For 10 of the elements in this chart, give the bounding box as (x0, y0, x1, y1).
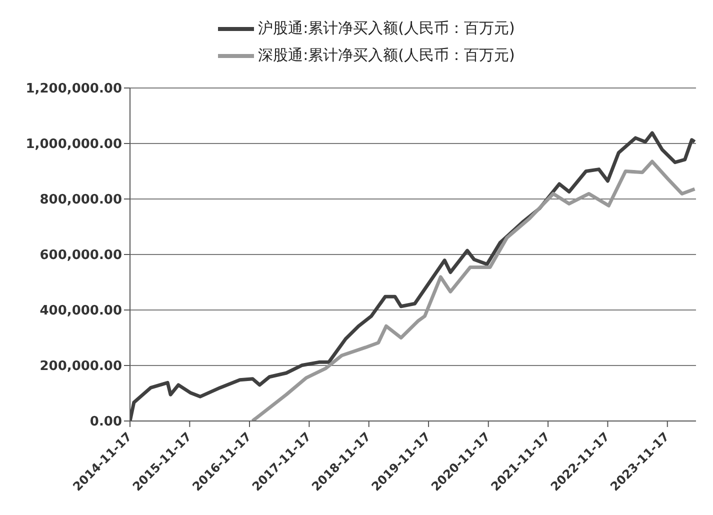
legend-label: 沪股通:累计净买入额(人民币：百万元) (258, 19, 515, 38)
legend-label: 深股通:累计净买入额(人民币：百万元) (258, 46, 515, 65)
y-tick-label: 400,000.00 (40, 304, 122, 319)
y-tick-label: 1,200,000.00 (26, 82, 122, 97)
line-series (250, 160, 696, 421)
y-tick-label: 200,000.00 (40, 359, 122, 374)
y-tick-label: 0.00 (90, 414, 122, 430)
y-tick-label: 600,000.00 (40, 248, 122, 264)
y-tick-label: 800,000.00 (40, 192, 122, 208)
y-tick-label: 1,000,000.00 (26, 137, 122, 152)
